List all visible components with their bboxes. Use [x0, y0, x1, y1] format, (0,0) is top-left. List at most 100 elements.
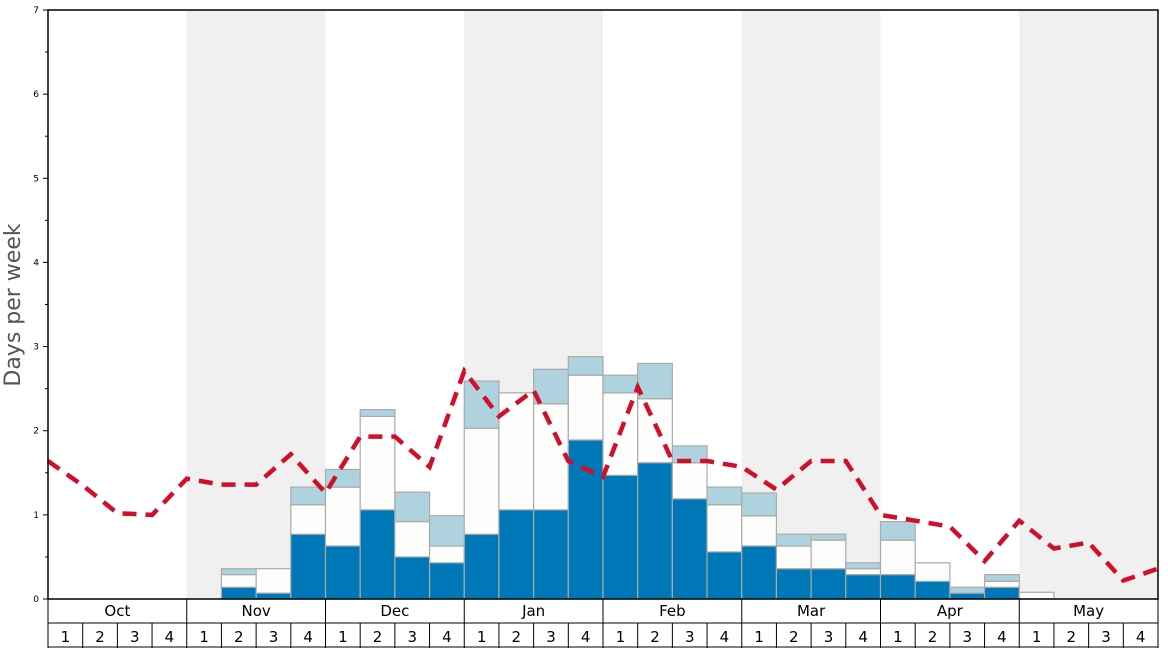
bar-middle [324, 486, 361, 547]
week-label: 4 [442, 628, 452, 646]
week-label: 3 [407, 628, 417, 646]
week-label: 4 [997, 628, 1007, 646]
week-label: 2 [928, 628, 938, 646]
week-label: 4 [720, 628, 730, 646]
bar-dark [324, 545, 361, 600]
bar-middle [810, 539, 847, 570]
bar-dark [775, 568, 812, 600]
bar-light [810, 533, 847, 541]
bar-light [463, 380, 500, 429]
week-label: 3 [685, 628, 695, 646]
week-label: 3 [824, 628, 834, 646]
month-label: Nov [241, 602, 270, 620]
week-label: 1 [199, 628, 209, 646]
y-tick-label: 7 [33, 6, 39, 16]
week-label: 1 [616, 628, 626, 646]
bar-light [949, 586, 986, 594]
bar-dark [845, 573, 882, 600]
bar-light [428, 515, 465, 547]
bar-middle [879, 539, 916, 576]
week-label: 1 [893, 628, 903, 646]
bar-dark [567, 439, 604, 600]
bar-light [359, 409, 396, 418]
bar-dark [879, 573, 916, 600]
month-label: Mar [797, 602, 826, 620]
bar-light [637, 362, 673, 400]
y-tick-label: 1 [33, 511, 39, 521]
average-line [46, 366, 1159, 584]
week-label: 2 [234, 628, 244, 646]
bar-light [741, 492, 778, 517]
week-label: 4 [581, 628, 591, 646]
bar-middle [775, 545, 812, 570]
week-label: 1 [754, 628, 764, 646]
bar-middle [845, 568, 882, 576]
month-label: Apr [937, 602, 964, 620]
bar-dark [741, 545, 778, 600]
bar-dark [949, 592, 986, 600]
week-label: 3 [962, 628, 972, 646]
bar-middle [671, 462, 708, 500]
bar-dark [671, 498, 708, 600]
bar-middle [463, 427, 500, 535]
month-label: Oct [104, 602, 130, 620]
bar-middle [359, 415, 396, 511]
y-tick-label: 2 [33, 427, 39, 437]
bar-dark [602, 474, 639, 600]
month-label: May [1073, 602, 1104, 620]
week-label: 2 [1067, 628, 1077, 646]
bar-middle [255, 568, 292, 594]
week-label: 4 [303, 628, 313, 646]
bar-light [775, 533, 812, 547]
bar-middle [1018, 591, 1055, 600]
week-label: 1 [338, 628, 348, 646]
bar-dark [255, 592, 292, 600]
bar-middle [914, 562, 951, 582]
week-label: 1 [1032, 628, 1042, 646]
bar-middle [290, 504, 327, 535]
y-tick-label: 4 [33, 258, 39, 268]
y-tick-label: 5 [33, 174, 39, 184]
week-label: 4 [858, 628, 868, 646]
bar-middle [394, 520, 431, 558]
week-label: 2 [650, 628, 660, 646]
week-label: 3 [130, 628, 140, 646]
week-label: 3 [269, 628, 279, 646]
bar-dark [463, 533, 500, 600]
week-label: 4 [165, 628, 175, 646]
bar-dark [983, 586, 1020, 600]
bar-light [706, 486, 743, 506]
bar-light [567, 356, 604, 376]
month-label: Feb [659, 602, 686, 620]
y-tick-label: 0 [33, 595, 39, 605]
bar-middle [428, 545, 465, 564]
bar-light [845, 562, 882, 570]
week-label: 2 [789, 628, 799, 646]
week-label: 1 [61, 628, 71, 646]
bar-dark [637, 462, 673, 600]
bar-dark [706, 551, 743, 600]
bar-middle [706, 504, 743, 553]
week-label: 4 [1136, 628, 1146, 646]
bar-middle [220, 573, 257, 588]
bar-dark [533, 509, 569, 600]
month-label: Dec [380, 602, 409, 620]
bar-dark [359, 509, 396, 600]
bar-middle [533, 403, 569, 511]
week-label: 1 [477, 628, 487, 646]
bar-dark [220, 586, 257, 600]
y-tick-label: 6 [33, 90, 39, 100]
week-label: 2 [512, 628, 522, 646]
bar-dark [394, 556, 431, 600]
month-label: Jan [521, 602, 545, 620]
bar-middle [741, 515, 778, 547]
bar-dark [290, 533, 327, 600]
bar-light [879, 520, 916, 541]
bar-light [394, 491, 431, 523]
bar-light [220, 568, 257, 576]
y-axis-label: Days per week [1, 223, 26, 386]
week-label: 2 [95, 628, 105, 646]
week-label: 2 [373, 628, 383, 646]
bar-middle [983, 580, 1020, 588]
